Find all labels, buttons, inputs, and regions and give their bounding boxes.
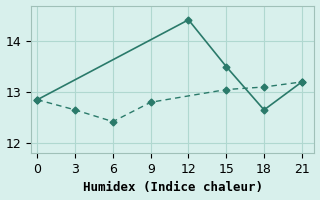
X-axis label: Humidex (Indice chaleur): Humidex (Indice chaleur) — [83, 181, 263, 194]
